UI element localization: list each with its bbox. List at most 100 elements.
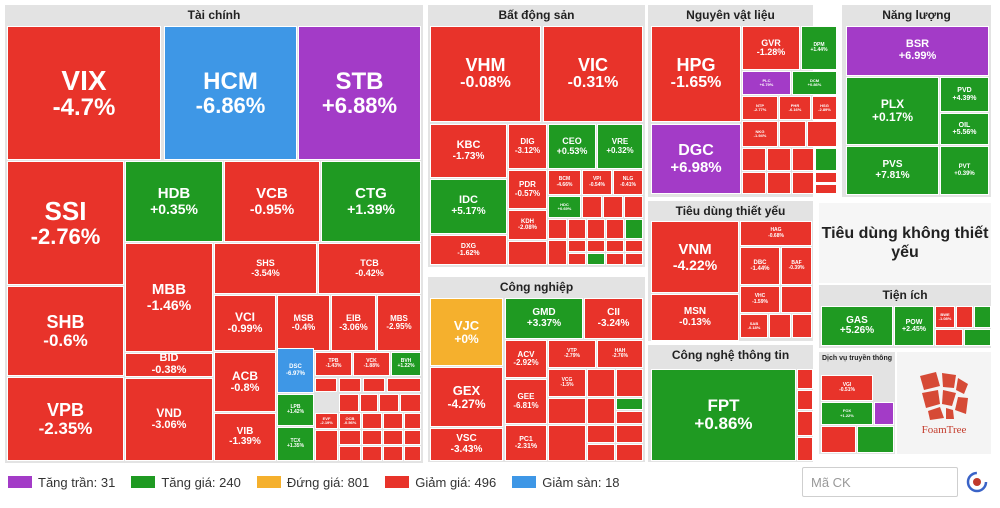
stock-tile-stb[interactable]: STB +6.88% [298, 26, 421, 160]
stock-tile-small[interactable] [587, 398, 615, 424]
stock-tile-small[interactable] [568, 253, 586, 265]
stock-tile-small[interactable] [362, 446, 382, 461]
stock-tile-hdc[interactable]: HDC +0.69% [548, 196, 581, 218]
stock-tile-vic[interactable]: VIC -0.31% [543, 26, 643, 122]
stock-tile-small[interactable] [964, 329, 991, 346]
stock-tile-kbc[interactable]: KBC -1.73% [430, 124, 507, 178]
stock-tile-small[interactable] [339, 430, 361, 445]
stock-tile-tpb[interactable]: TPB -1.43% [315, 352, 352, 376]
stock-tile-small[interactable] [582, 196, 602, 218]
stock-tile-vnd[interactable]: VND -3.06% [125, 378, 213, 461]
stock-tile-eib[interactable]: EIB -3.06% [331, 295, 376, 351]
stock-tile-small[interactable] [606, 240, 624, 252]
stock-tile-mbs[interactable]: MBS -2.95% [377, 295, 421, 351]
stock-tile-oil[interactable]: OIL +5.56% [940, 113, 989, 145]
stock-tile-vre[interactable]: VRE +0.32% [597, 124, 643, 169]
stock-tile-acv[interactable]: ACV -2.92% [505, 340, 547, 378]
stock-tile-small[interactable] [769, 314, 791, 338]
stock-tile-small[interactable] [797, 437, 813, 461]
stock-tile-small[interactable] [587, 444, 615, 461]
stock-tile-small[interactable] [568, 219, 586, 239]
stock-tile-small[interactable] [548, 425, 586, 461]
stock-tile-vcb[interactable]: VCB -0.95% [224, 161, 320, 242]
stock-tile-small[interactable] [339, 446, 361, 461]
stock-tile-msb[interactable]: MSB -0.4% [277, 295, 330, 351]
stock-tile-dbc[interactable]: DBC -1.44% [740, 247, 780, 285]
stock-tile-gas[interactable]: GAS +5.26% [821, 306, 893, 346]
stock-tile-fox[interactable]: FOX +1.22% [821, 402, 873, 425]
stock-tile-ctg[interactable]: CTG +1.39% [321, 161, 421, 242]
stock-tile-small[interactable] [606, 219, 624, 239]
stock-tile-small[interactable] [587, 425, 615, 443]
stock-tile-vck[interactable]: VCK -1.88% [353, 352, 390, 376]
stock-tile-vhc[interactable]: VHC -1.59% [740, 286, 780, 313]
stock-tile-dgc[interactable]: DGC +6.98% [651, 124, 741, 194]
stock-tile-small[interactable] [362, 430, 382, 445]
stock-tile-small[interactable] [807, 121, 837, 147]
stock-tile-pvs[interactable]: PVS +7.81% [846, 146, 939, 195]
stock-tile-small[interactable] [874, 402, 894, 425]
stock-tile-acb[interactable]: ACB -0.8% [214, 352, 276, 412]
stock-tile-plc[interactable]: PLC +6.79% [742, 71, 791, 95]
stock-tile-ssi[interactable]: SSI -2.76% [7, 161, 124, 285]
stock-tile-vsc[interactable]: VSC -3.43% [430, 428, 503, 461]
stock-tile-nkg[interactable]: NKG -1.94% [742, 121, 778, 147]
stock-tile-plx[interactable]: PLX +0.17% [846, 77, 939, 145]
stock-tile-small[interactable] [815, 148, 837, 171]
stock-tile-dig[interactable]: DIG -3.12% [508, 124, 547, 169]
stock-tile-bvh[interactable]: BVH +1.22% [391, 352, 421, 376]
stock-tile-evf[interactable]: EVF -2.19% [315, 413, 338, 429]
stock-tile-small[interactable] [548, 240, 567, 265]
stock-tile-phr[interactable]: PHR -6.16% [779, 96, 811, 120]
stock-tile-pow[interactable]: POW +2.45% [894, 306, 934, 346]
stock-tile-small[interactable] [815, 184, 837, 194]
stock-tile-small[interactable] [387, 378, 421, 392]
stock-tile-tcb[interactable]: TCB -0.42% [318, 243, 421, 294]
stock-tile-small[interactable] [587, 369, 615, 397]
stock-tile-mbb[interactable]: MBB -1.46% [125, 243, 213, 352]
stock-tile-small[interactable] [360, 394, 378, 412]
stock-tile-vcg[interactable]: VCG -1.5% [548, 369, 586, 397]
stock-tile-small[interactable] [587, 219, 605, 239]
stock-tile-small[interactable] [508, 241, 547, 265]
stock-tile-msn[interactable]: MSN -0.13% [651, 294, 739, 341]
stock-tile-small[interactable] [797, 411, 813, 436]
stock-tile-dsc[interactable]: DSC -6.97% [277, 348, 314, 393]
stock-tile-small[interactable] [792, 172, 814, 194]
stock-tile-pvd[interactable]: PVD +4.39% [940, 77, 989, 112]
stock-tile-kdh[interactable]: KDH -2.08% [508, 210, 547, 240]
stock-tile-vpi[interactable]: VPI -0.54% [582, 170, 612, 195]
stock-tile-small[interactable] [821, 426, 856, 453]
stock-tile-small[interactable] [767, 148, 791, 171]
stock-tile-vib[interactable]: VIB -1.39% [214, 413, 276, 461]
stock-tile-gex[interactable]: GEX -4.27% [430, 367, 503, 427]
stock-tile-ocb[interactable]: OCB -0.56% [339, 413, 361, 429]
stock-tile-vci[interactable]: VCI -0.99% [214, 295, 276, 351]
stock-tile-vgi[interactable]: VGI -0.51% [821, 375, 873, 401]
stock-tile-sab[interactable]: SAB -0.18% [740, 314, 768, 338]
stock-tile-small[interactable] [792, 314, 812, 338]
stock-tile-small[interactable] [362, 413, 382, 429]
stock-tile-small[interactable] [379, 394, 399, 412]
stock-tile-vtp[interactable]: VTP -2.79% [548, 340, 596, 368]
stock-tile-hah[interactable]: HAH -2.76% [597, 340, 643, 368]
refresh-icon[interactable] [966, 471, 988, 493]
stock-tile-hdb[interactable]: HDB +0.35% [125, 161, 223, 242]
stock-tile-bsr[interactable]: BSR +6.99% [846, 26, 989, 76]
stock-tile-small[interactable] [815, 172, 837, 183]
stock-tile-small[interactable] [400, 394, 421, 412]
stock-tile-pc1[interactable]: PC1 -2.31% [505, 425, 547, 461]
stock-tile-small[interactable] [616, 411, 643, 424]
stock-tile-hpg[interactable]: HPG -1.65% [651, 26, 741, 122]
stock-tile-small[interactable] [767, 172, 791, 194]
stock-tile-small[interactable] [792, 148, 814, 171]
stock-tile-small[interactable] [363, 378, 385, 392]
stock-tile-tcx[interactable]: TCX +1.35% [277, 427, 314, 461]
stock-code-search-input[interactable] [802, 467, 958, 497]
stock-tile-bwe[interactable]: BWE -1.08% [935, 306, 955, 328]
stock-tile-nlg[interactable]: NLG -0.41% [613, 170, 643, 195]
stock-tile-small[interactable] [935, 329, 963, 346]
stock-tile-small[interactable] [616, 444, 643, 461]
stock-tile-small[interactable] [383, 430, 403, 445]
stock-tile-ceo[interactable]: CEO +0.53% [548, 124, 596, 169]
